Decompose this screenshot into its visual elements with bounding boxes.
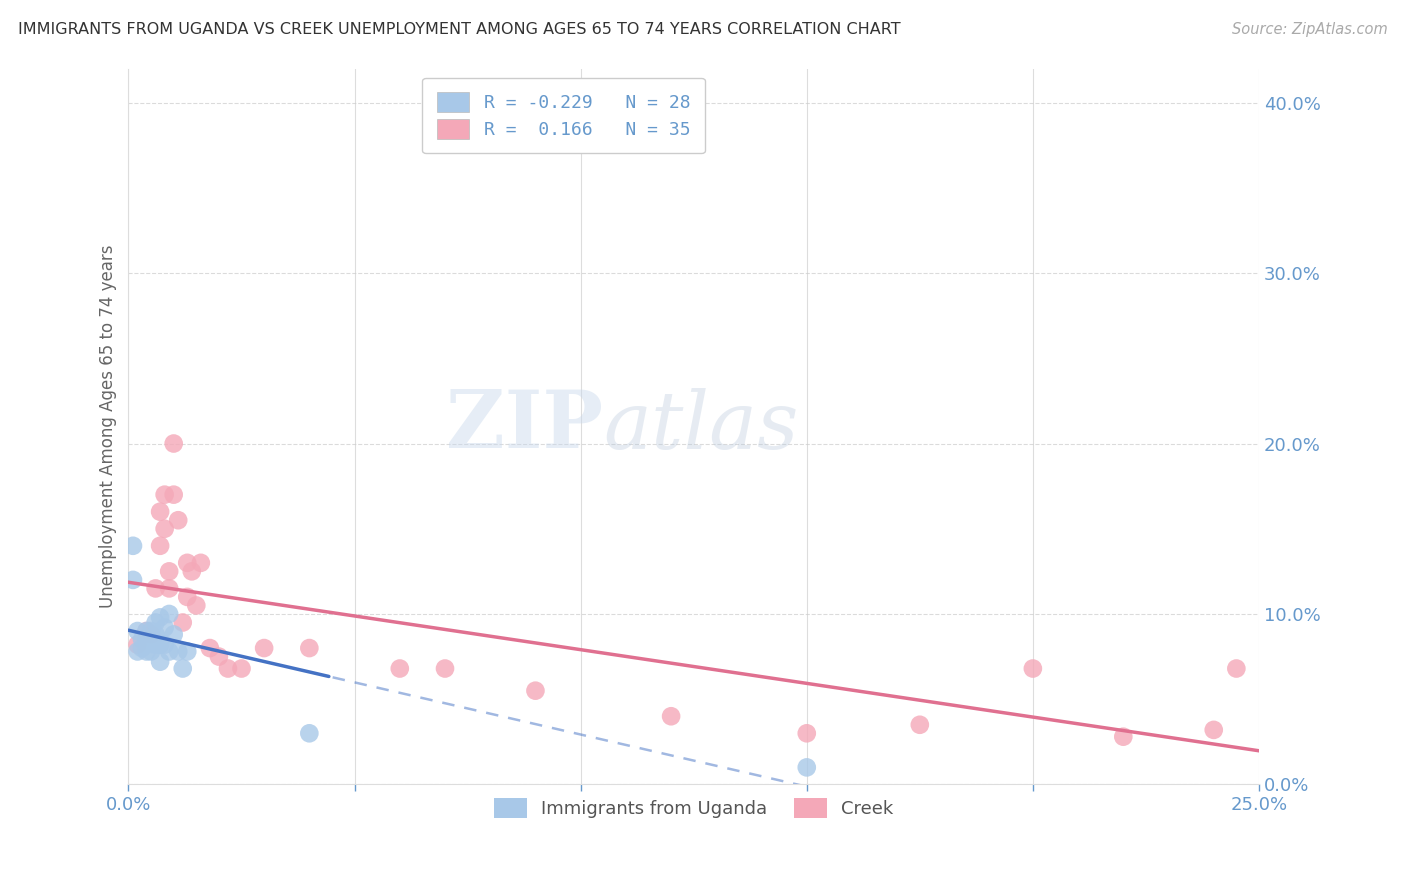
- Point: [122, 573, 145, 587]
- Text: IMMIGRANTS FROM UGANDA VS CREEK UNEMPLOYMENT AMONG AGES 65 TO 74 YEARS CORRELATI: IMMIGRANTS FROM UGANDA VS CREEK UNEMPLOY…: [18, 22, 901, 37]
- Point: [176, 590, 198, 604]
- Point: [231, 661, 253, 675]
- Point: [167, 513, 190, 527]
- Point: [149, 610, 172, 624]
- Point: [149, 539, 172, 553]
- Point: [122, 539, 145, 553]
- Point: [153, 522, 176, 536]
- Point: [190, 556, 212, 570]
- Point: [139, 627, 162, 641]
- Point: [139, 644, 162, 658]
- Point: [149, 655, 172, 669]
- Point: [157, 607, 180, 621]
- Point: [127, 644, 149, 658]
- Point: [157, 644, 180, 658]
- Point: [298, 726, 321, 740]
- Point: [127, 638, 149, 652]
- Point: [298, 641, 321, 656]
- Point: [659, 709, 682, 723]
- Point: [157, 582, 180, 596]
- Point: [153, 638, 176, 652]
- Point: [176, 556, 198, 570]
- Point: [157, 565, 180, 579]
- Point: [1202, 723, 1225, 737]
- Point: [131, 641, 153, 656]
- Point: [135, 632, 157, 647]
- Point: [163, 436, 186, 450]
- Point: [139, 632, 162, 647]
- Point: [186, 599, 208, 613]
- Point: [131, 632, 153, 647]
- Point: [1112, 730, 1135, 744]
- Point: [135, 644, 157, 658]
- Point: [198, 641, 221, 656]
- Point: [145, 638, 167, 652]
- Point: [139, 624, 162, 638]
- Point: [1225, 661, 1247, 675]
- Point: [163, 627, 186, 641]
- Point: [163, 488, 186, 502]
- Point: [149, 505, 172, 519]
- Point: [145, 615, 167, 630]
- Text: atlas: atlas: [603, 388, 799, 466]
- Text: ZIP: ZIP: [446, 387, 603, 466]
- Point: [217, 661, 239, 675]
- Point: [145, 627, 167, 641]
- Y-axis label: Unemployment Among Ages 65 to 74 years: Unemployment Among Ages 65 to 74 years: [100, 244, 117, 608]
- Point: [208, 649, 231, 664]
- Point: [253, 641, 276, 656]
- Point: [796, 726, 818, 740]
- Point: [908, 718, 931, 732]
- Point: [176, 644, 198, 658]
- Point: [135, 624, 157, 638]
- Point: [796, 760, 818, 774]
- Point: [180, 565, 202, 579]
- Point: [172, 615, 194, 630]
- Point: [167, 644, 190, 658]
- Point: [135, 624, 157, 638]
- Point: [172, 661, 194, 675]
- Point: [524, 683, 547, 698]
- Point: [145, 582, 167, 596]
- Legend: Immigrants from Uganda, Creek: Immigrants from Uganda, Creek: [486, 791, 901, 825]
- Point: [388, 661, 411, 675]
- Point: [434, 661, 457, 675]
- Point: [149, 638, 172, 652]
- Text: Source: ZipAtlas.com: Source: ZipAtlas.com: [1232, 22, 1388, 37]
- Point: [1022, 661, 1045, 675]
- Point: [153, 621, 176, 635]
- Point: [127, 624, 149, 638]
- Point: [153, 488, 176, 502]
